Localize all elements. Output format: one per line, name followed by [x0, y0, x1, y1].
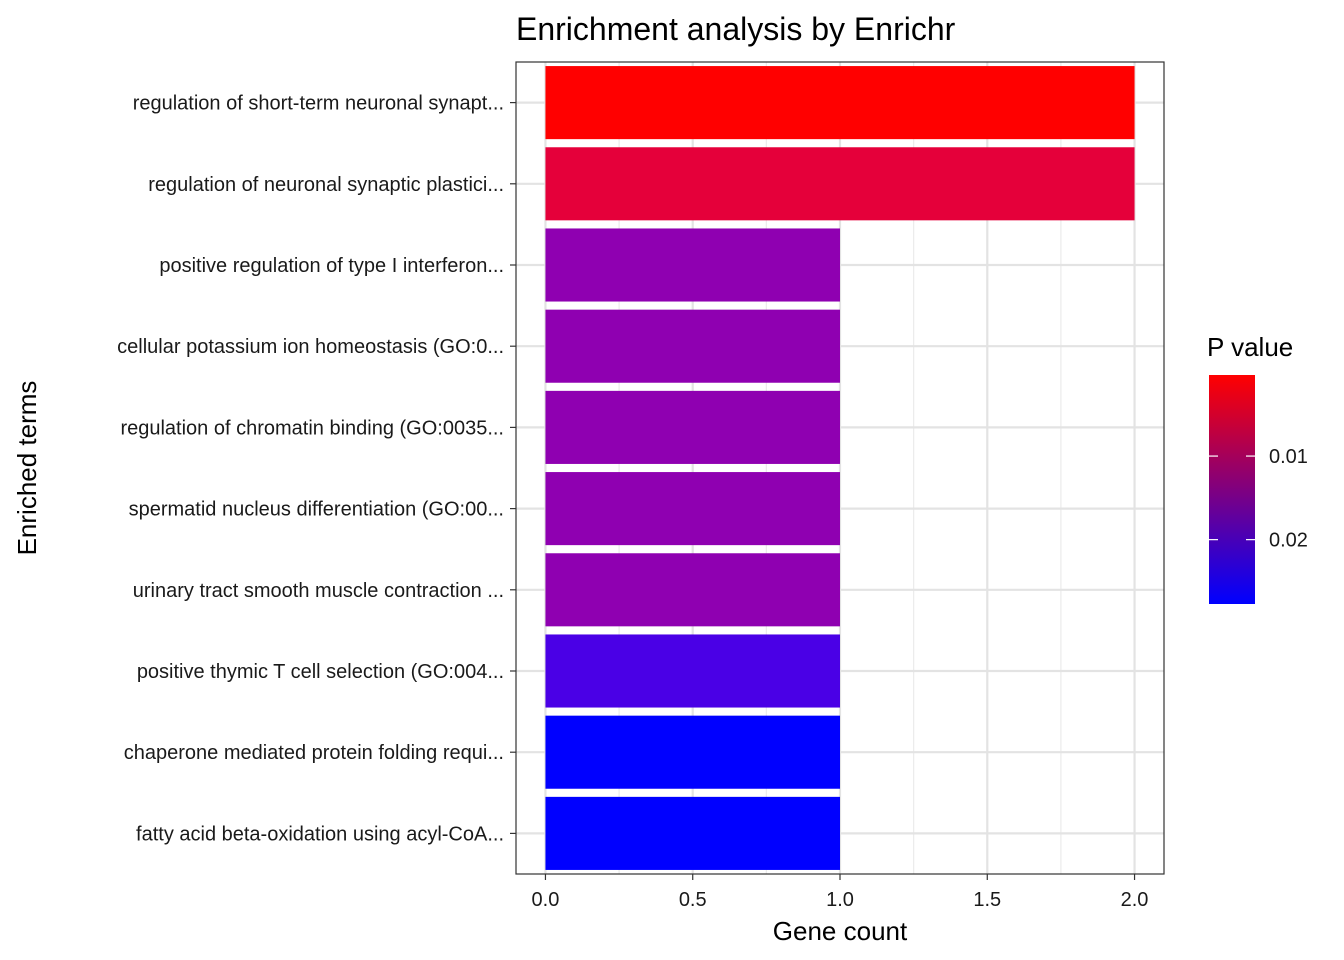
y-axis-title: Enriched terms	[12, 381, 42, 556]
x-tick-label: 0.5	[679, 889, 707, 911]
x-tick-label: 2.0	[1121, 889, 1149, 911]
bar	[545, 634, 840, 708]
x-axis: 0.0 0.5 1.0 1.5 2.0	[532, 874, 1149, 911]
y-axis: regulation of short-term neuronal synapt…	[117, 93, 516, 845]
plot-panel	[515, 61, 1165, 875]
bar	[545, 715, 840, 789]
x-tick-label: 0.0	[532, 889, 560, 911]
legend-title: P value	[1207, 332, 1293, 362]
y-tick-label: positive regulation of type I interferon…	[159, 255, 504, 277]
y-tick-label: positive thymic T cell selection (GO:004…	[137, 661, 504, 683]
legend-tick-label: 0.01	[1269, 446, 1308, 468]
y-tick-label: urinary tract smooth muscle contraction …	[133, 580, 504, 602]
y-tick-label: regulation of short-term neuronal synapt…	[133, 93, 504, 115]
y-tick-label: spermatid nucleus differentiation (GO:00…	[129, 499, 504, 521]
x-tick-label: 1.5	[973, 889, 1001, 911]
bar	[545, 796, 840, 870]
chart-title: Enrichment analysis by Enrichr	[516, 11, 956, 47]
bar	[545, 228, 840, 302]
x-tick-label: 1.0	[826, 889, 854, 911]
legend-tick-label: 0.02	[1269, 530, 1308, 552]
y-tick-label: regulation of neuronal synaptic plastici…	[148, 174, 504, 196]
y-tick-label: fatty acid beta-oxidation using acyl-CoA…	[136, 823, 504, 845]
bar	[545, 390, 840, 464]
bar	[545, 147, 1135, 221]
x-axis-title: Gene count	[773, 916, 908, 946]
bar	[545, 553, 840, 627]
y-tick-label: cellular potassium ion homeostasis (GO:0…	[117, 336, 504, 358]
y-tick-label: chaperone mediated protein folding requi…	[124, 742, 504, 764]
legend-ticks: 0.01 0.02	[1209, 446, 1308, 552]
legend-colorbar	[1209, 375, 1255, 604]
p-value-legend: P value 0.01 0.02	[1207, 332, 1308, 604]
bar	[545, 66, 1135, 140]
bars	[545, 66, 1135, 870]
bar	[545, 472, 840, 546]
y-tick-label: regulation of chromatin binding (GO:0035…	[120, 417, 504, 439]
bar	[545, 309, 840, 383]
